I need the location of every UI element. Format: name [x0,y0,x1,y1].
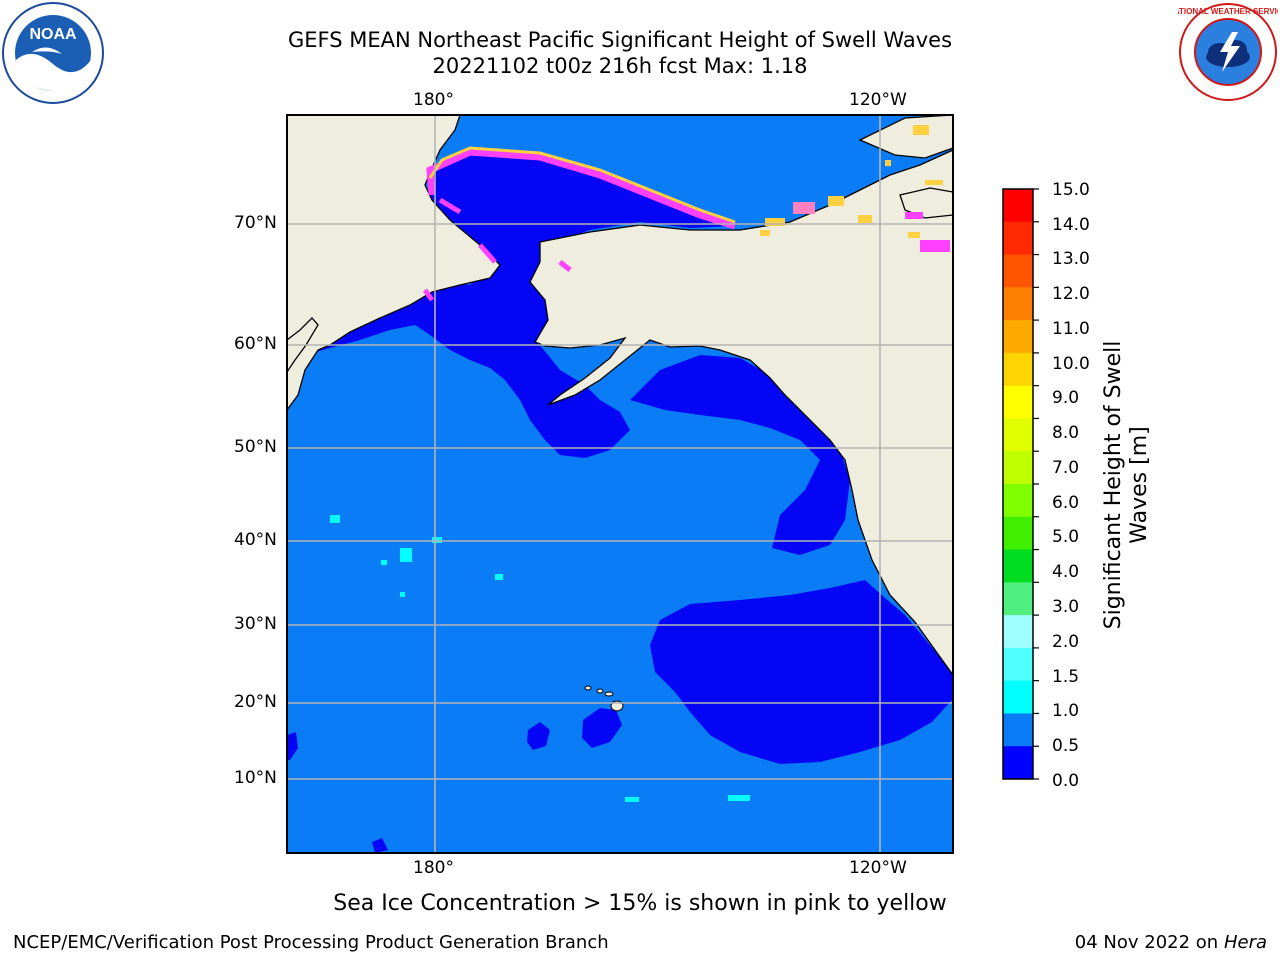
nws-logo-text: NATIONAL WEATHER SERVICE [1178,7,1278,16]
colorbar-segment [1003,549,1033,583]
colorbar-label: 9.0 [1052,388,1080,408]
low-swell-patch [287,732,298,760]
colorbar-segment [1003,254,1033,288]
lat-label-70n: 70°N [234,213,277,233]
lon-label-top-180: 180° [413,90,454,110]
colorbar-segment [1003,451,1033,485]
chart-title: GEFS MEAN Northeast Pacific Significant … [287,28,953,52]
lat-label-10n: 10°N [234,768,277,788]
north-america-land [529,149,953,677]
colorbar-label: 0.5 [1052,736,1080,756]
colorbar-segment [1003,352,1033,387]
colorbar-segment [1003,680,1033,714]
lon-label-bottom-120w: 120°W [849,858,907,878]
sea-ice-patches [760,125,950,252]
colorbar-label: 13.0 [1052,249,1090,269]
subtropical-low-swell [650,580,952,764]
swell-speckles [330,515,750,802]
colorbar-segment [1003,189,1033,223]
national-weather-service-logo-icon: NATIONAL WEATHER SERVICE [1178,3,1278,101]
colorbar-label: 10.0 [1052,354,1090,374]
colorbar-segment [1003,615,1033,649]
lon-label-top-120w: 120°W [849,90,907,110]
colorbar-label: 4.0 [1052,562,1080,582]
colorbar-label: 0.0 [1052,771,1080,791]
footer-date: 04 Nov 2022 on [1074,932,1219,953]
footer-machine: Hera [1223,932,1267,953]
colorbar-segment [1003,320,1033,354]
lat-label-30n: 30°N [234,614,277,634]
arctic-islands-land [899,187,953,219]
colorbar-segment [1003,418,1033,452]
colorbar-segment [1003,287,1033,321]
colorbar-segment [1003,713,1033,747]
colorbar-label: 2.0 [1052,632,1080,652]
noaa-logo-icon: NOAA [2,2,104,104]
colorbar-segment [1003,484,1033,518]
colorbar-segment [1003,221,1033,256]
low-swell-patch [372,838,388,853]
noaa-logo-text: NOAA [29,26,77,43]
colorbar-title-line1: Significant Height of Swell [1101,340,1126,630]
lat-label-20n: 20°N [234,692,277,712]
sea-ice-pink [422,197,572,302]
graticule [287,115,953,853]
asia-land [287,115,501,412]
colorbar-segment [1003,516,1033,551]
low-swell-patch [527,722,550,750]
colorbar-label: 7.0 [1052,458,1080,478]
colorbar-label: 12.0 [1052,284,1090,304]
colorbar-label: 14.0 [1052,215,1090,235]
lat-label-60n: 60°N [234,334,277,354]
lat-label-50n: 50°N [234,437,277,457]
colorbar-segment [1003,746,1033,780]
lat-label-40n: 40°N [234,530,277,550]
colorbar-segment [1003,582,1033,616]
colorbar-label: 1.0 [1052,701,1080,721]
sea-ice-yellow [428,146,736,224]
colorbar-label: 1.5 [1052,667,1080,687]
arctic-islands-land [858,115,953,159]
lon-label-bottom-180: 180° [413,858,454,878]
footer-timestamp: 04 Nov 2022 on Hera [1075,932,1267,954]
colorbar-label: 3.0 [1052,597,1080,617]
colorbar-label: 6.0 [1052,493,1080,513]
colorbar-label: 5.0 [1052,527,1080,547]
bering-sea-low-swell [300,152,735,458]
colorbar-title-line2: Waves [m] [1127,426,1152,544]
sea-ice-note: Sea Ice Concentration > 15% is shown in … [333,891,947,916]
colorbar-label: 15.0 [1052,180,1090,200]
footer-credit: NCEP/EMC/Verification Post Processing Pr… [13,932,609,953]
colorbar-label: 8.0 [1052,423,1080,443]
colorbar-segment [1003,385,1033,419]
colorbar-label: 11.0 [1052,319,1090,339]
colorbar [1002,188,1039,780]
chart-subtitle: 20221102 t00z 216h fcst Max: 1.18 [432,54,808,78]
map-frame [286,114,954,854]
colorbar-title: Significant Height of Swell Waves [m] [1101,341,1153,630]
colorbar-frame [1002,188,1034,780]
colorbar-segment [1003,647,1033,682]
hawaii-low-swell [582,708,622,748]
